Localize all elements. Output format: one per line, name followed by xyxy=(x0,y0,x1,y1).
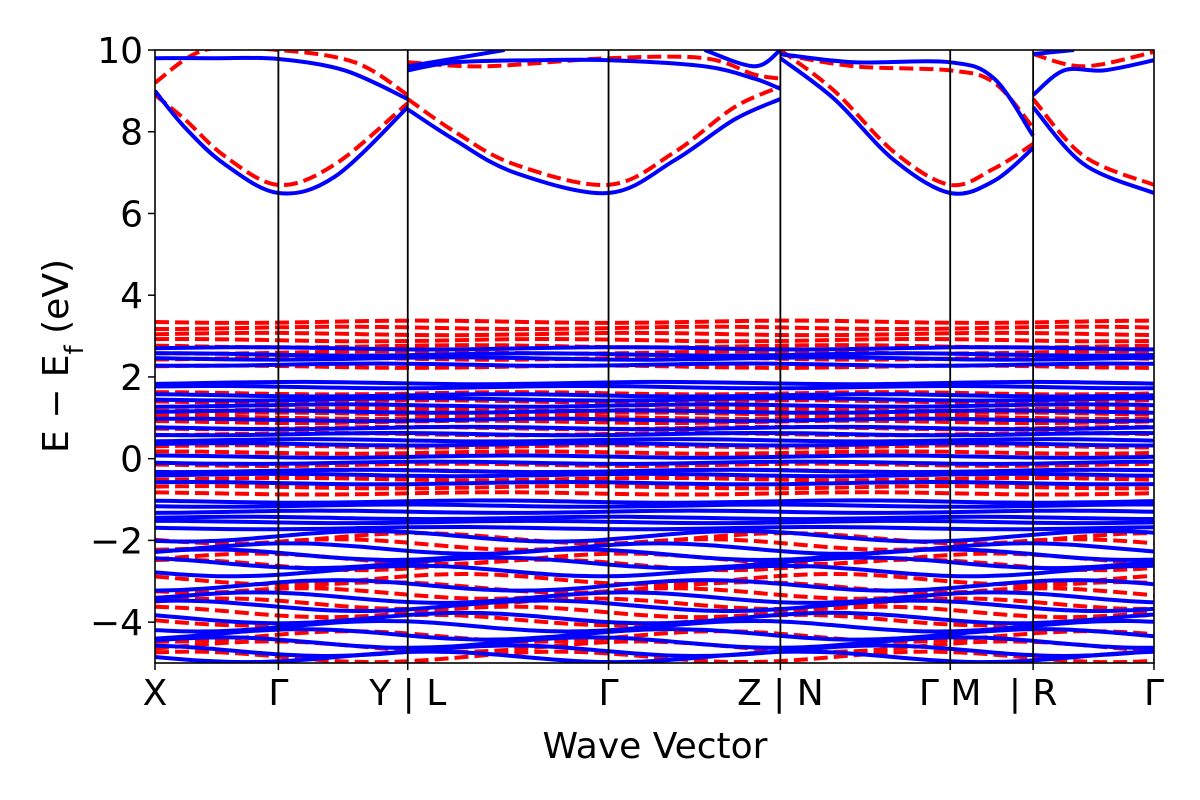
blue-valence-band xyxy=(155,424,1154,432)
blue-valence-band xyxy=(155,355,1154,362)
blue-valence-band xyxy=(155,467,1154,475)
blue-conduction-band xyxy=(779,56,1035,196)
y-tick-label: −2 xyxy=(90,521,143,562)
blue-valence-band xyxy=(155,379,1154,387)
x-tick-label: Γ xyxy=(1144,673,1164,714)
blue-valence-band xyxy=(155,479,1154,487)
red-valence-band xyxy=(155,604,1154,620)
blue-valence-band xyxy=(155,529,1154,544)
blue-conduction-band xyxy=(155,89,410,196)
red-valence-band xyxy=(155,318,1154,325)
red-valence-band xyxy=(155,336,1154,344)
x-tick-label: Z | N xyxy=(737,673,824,714)
red-valence-band xyxy=(155,418,1154,425)
red-valence-band xyxy=(155,390,1154,397)
red-conduction-band xyxy=(1032,50,1154,69)
blue-valence-band xyxy=(155,649,1154,663)
blue-valence-band xyxy=(155,643,1154,659)
x-tick-label: Γ xyxy=(268,673,288,714)
plot-frame xyxy=(154,49,1155,664)
blue-valence-band xyxy=(155,361,1154,368)
y-tick-label: 0 xyxy=(120,440,143,481)
red-valence-band xyxy=(155,475,1154,483)
y-ticks: −4 −2 0 2 4 6 8 10 xyxy=(90,31,155,644)
x-axis-title: Wave Vector xyxy=(543,726,768,767)
red-valence-band xyxy=(155,414,1154,421)
y-tick-label: −4 xyxy=(90,603,143,644)
blue-valence-band xyxy=(155,508,1154,515)
red-valence-band xyxy=(155,398,1154,405)
blue-valence-band xyxy=(155,563,1154,579)
blue-conduction-band xyxy=(703,50,782,69)
blue-valence-band xyxy=(155,441,1154,448)
blue-valence-band xyxy=(155,396,1154,403)
blue-valence-band xyxy=(155,459,1154,466)
blue-valence-band xyxy=(155,383,1154,391)
blue-valence-band xyxy=(155,590,1154,605)
red-valence-band xyxy=(155,596,1154,612)
y-axis-title: E − Ef (eV) xyxy=(36,259,90,453)
y-tick-label: 4 xyxy=(120,276,143,317)
x-tick-label: Y | L xyxy=(368,673,446,714)
red-conduction-band xyxy=(155,93,409,187)
x-tick-label: Γ M xyxy=(919,673,982,714)
blue-valence-band xyxy=(155,514,1154,522)
blue-conduction-band xyxy=(407,50,505,69)
blue-valence-band xyxy=(155,627,1154,642)
y-axis-title-main: E − E xyxy=(36,354,77,453)
red-valence-band xyxy=(155,490,1154,497)
x-ticks: X Γ Y | L Γ Z | N Γ M | R Γ xyxy=(143,663,1164,714)
blue-valence-band xyxy=(155,555,1154,571)
blue-valence-band xyxy=(155,518,1154,526)
blue-valence-band xyxy=(155,578,1154,593)
blue-valence-band xyxy=(155,408,1154,415)
red-valence-band xyxy=(155,484,1154,491)
blue-valence-band xyxy=(155,453,1154,460)
blue-valence-band xyxy=(155,547,1154,562)
blue-valence-band xyxy=(155,541,1154,556)
blue-conduction-band xyxy=(1031,105,1154,195)
blue-valence-band xyxy=(155,635,1154,650)
blue-valence-band xyxy=(155,416,1154,424)
red-conduction-band xyxy=(407,54,781,81)
y-tick-label: 2 xyxy=(120,358,143,399)
x-tick-label: Γ xyxy=(599,673,619,714)
blue-conduction-band xyxy=(1031,58,1154,97)
red-valence-band xyxy=(155,330,1154,338)
blue-valence-band xyxy=(155,392,1154,399)
blue-valence-band xyxy=(155,402,1154,409)
blue-valence-band xyxy=(155,437,1154,444)
blue-valence-band xyxy=(155,598,1154,614)
x-tick-label: X xyxy=(143,673,168,714)
red-valence-band xyxy=(155,449,1154,456)
blue-valence-band xyxy=(155,502,1154,509)
y-tick-label: 6 xyxy=(120,194,143,235)
blue-valence-band xyxy=(155,498,1154,505)
y-axis-title-sub: f xyxy=(60,344,90,354)
high-symmetry-lines xyxy=(277,50,1035,663)
blue-valence-band xyxy=(155,351,1154,358)
x-tick-label: | R xyxy=(1009,673,1058,714)
blue-valence-band xyxy=(155,525,1154,532)
red-valence-band xyxy=(155,586,1154,601)
blue-valence-band xyxy=(155,430,1154,438)
red-conduction-band xyxy=(779,50,1035,188)
blue-valence-band xyxy=(155,345,1154,352)
blue-valence-band xyxy=(155,471,1154,479)
bands-layer xyxy=(155,50,1154,663)
red-valence-band xyxy=(155,324,1154,331)
y-tick-label: 10 xyxy=(97,31,143,72)
y-tick-label: 8 xyxy=(120,113,143,154)
y-axis-title-unit: (eV) xyxy=(36,259,77,345)
